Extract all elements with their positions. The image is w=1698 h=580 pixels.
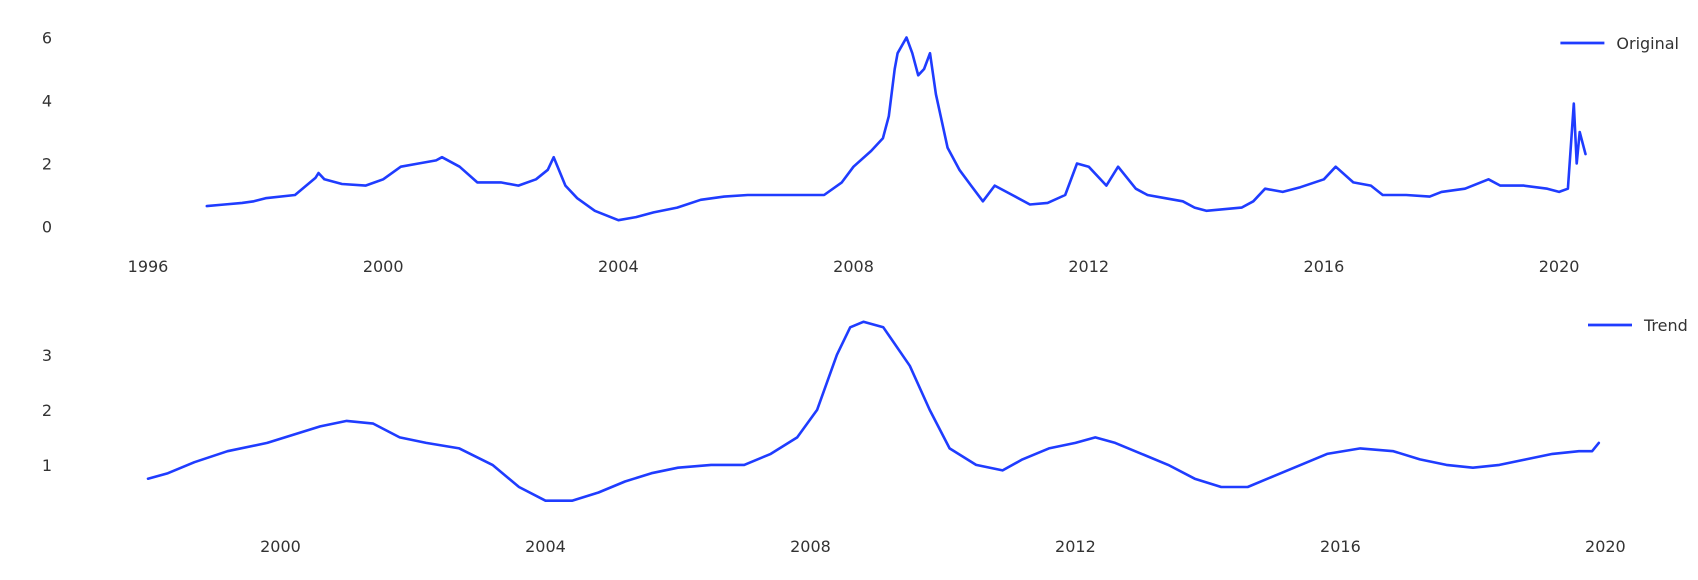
legend: Original xyxy=(1560,34,1679,53)
x-tick-label: 2016 xyxy=(1320,537,1361,556)
y-tick-label: 0 xyxy=(42,218,52,237)
y-tick-label: 4 xyxy=(42,91,52,110)
y-tick-label: 2 xyxy=(42,155,52,174)
x-tick-label: 1996 xyxy=(128,257,169,276)
x-tick-label: 2016 xyxy=(1304,257,1345,276)
x-tick-label: 2004 xyxy=(525,537,566,556)
x-tick-label: 2008 xyxy=(833,257,874,276)
series-line-trend xyxy=(146,320,1601,503)
y-tick-label: 2 xyxy=(42,401,52,420)
x-tick-label: 2008 xyxy=(790,537,831,556)
x-tick-label: 2004 xyxy=(598,257,639,276)
y-tick-label: 3 xyxy=(42,346,52,365)
legend: Trend xyxy=(1588,316,1688,335)
series-line-original xyxy=(205,36,1587,222)
y-tick-label: 1 xyxy=(42,456,52,475)
legend-label: Original xyxy=(1616,34,1679,53)
legend-label: Trend xyxy=(1643,316,1688,335)
x-tick-label: 2012 xyxy=(1055,537,1096,556)
chart-1: 1996 2000 2004 2008 2012 2016 2020 0 2 4 6 Original xyxy=(42,28,1679,276)
x-tick-label: 2000 xyxy=(363,257,404,276)
y-tick-label: 6 xyxy=(42,28,52,47)
x-tick-label: 2020 xyxy=(1539,257,1580,276)
x-tick-label: 2000 xyxy=(260,537,301,556)
x-tick-label: 2020 xyxy=(1585,537,1626,556)
x-tick-label: 2012 xyxy=(1068,257,1109,276)
chart-2: 2000 2004 2008 2012 2016 2020 1 2 3 Trend xyxy=(42,316,1688,556)
